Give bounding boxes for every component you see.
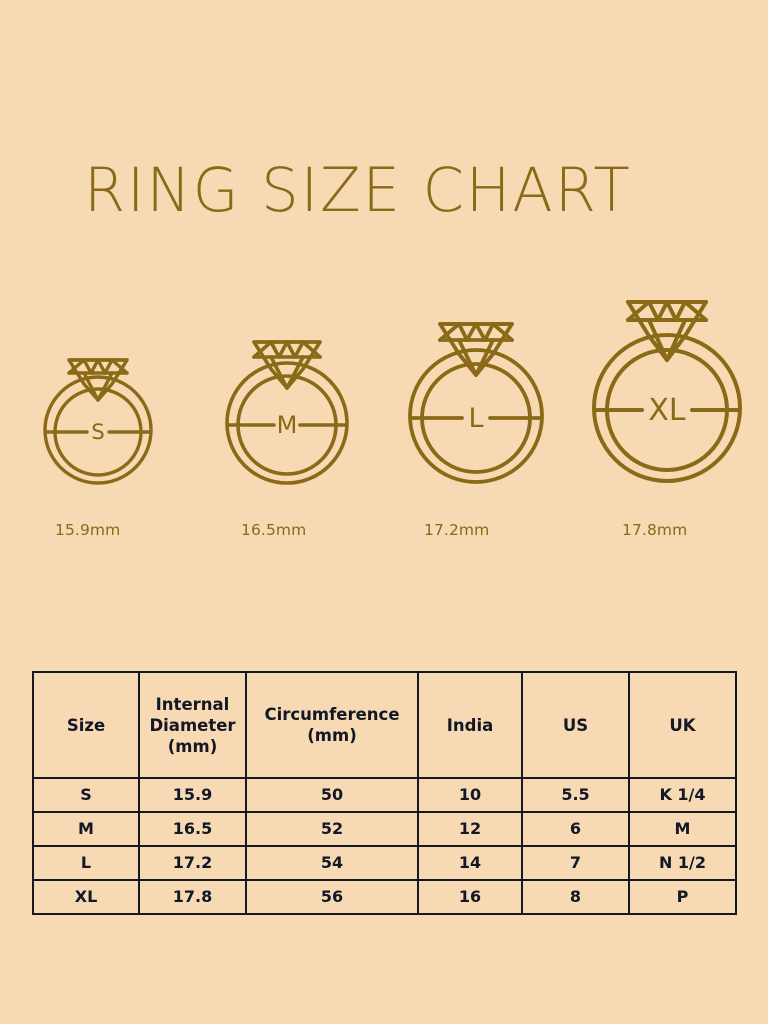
cell-uk: M bbox=[628, 811, 737, 847]
cell-india: 14 bbox=[417, 845, 523, 881]
cell-size: M bbox=[32, 811, 140, 847]
cell-uk: P bbox=[628, 879, 737, 915]
ring-item-xl: XL 17.8mm bbox=[592, 300, 768, 540]
cell-diameter: 15.9 bbox=[138, 777, 247, 813]
page-title: RING SIZE CHART bbox=[84, 155, 632, 226]
cell-us: 5.5 bbox=[521, 777, 630, 813]
table-row: XL 17.8 56 16 8 P bbox=[32, 879, 737, 915]
cell-diameter: 17.8 bbox=[138, 879, 247, 915]
column-header-diameter-line2: Diameter bbox=[149, 715, 236, 735]
column-header-internal-diameter: Internal Diameter (mm) bbox=[138, 671, 247, 779]
ring-item-l: L 17.2mm bbox=[408, 300, 578, 540]
column-header-uk: UK bbox=[628, 671, 737, 779]
ring-size-table: Size Internal Diameter (mm) Circumferenc… bbox=[32, 671, 737, 915]
ring-measurement-label: 15.9mm bbox=[55, 521, 121, 539]
table-row: M 16.5 52 12 6 M bbox=[32, 811, 737, 847]
ring-item-m: M 16.5mm bbox=[225, 300, 385, 540]
cell-size: L bbox=[32, 845, 140, 881]
table-header: Size Internal Diameter (mm) Circumferenc… bbox=[32, 671, 737, 779]
cell-diameter: 16.5 bbox=[138, 811, 247, 847]
ring-size-letter: XL bbox=[648, 393, 686, 428]
column-header-circumference: Circumference (mm) bbox=[245, 671, 419, 779]
column-header-diameter-line3: (mm) bbox=[167, 736, 218, 756]
ring-with-diamond-icon: L bbox=[408, 322, 544, 484]
cell-india: 10 bbox=[417, 777, 523, 813]
column-header-india-line1: India bbox=[446, 715, 494, 735]
ring-item-s: S 15.9mm bbox=[43, 300, 193, 540]
cell-size: XL bbox=[32, 879, 140, 915]
ring-with-diamond-icon: M bbox=[225, 340, 349, 485]
ring-with-diamond-icon: XL bbox=[592, 300, 742, 483]
cell-us: 7 bbox=[521, 845, 630, 881]
column-header-uk-line1: UK bbox=[669, 715, 696, 735]
cell-circumference: 50 bbox=[245, 777, 419, 813]
cell-circumference: 52 bbox=[245, 811, 419, 847]
ring-size-letter: M bbox=[277, 411, 298, 439]
cell-uk: N 1/2 bbox=[628, 845, 737, 881]
table-body: S 15.9 50 10 5.5 K 1/4 M 16.5 52 12 6 M … bbox=[32, 777, 737, 915]
ring-size-letter: S bbox=[91, 420, 104, 444]
column-header-us: US bbox=[521, 671, 630, 779]
column-header-size: Size bbox=[32, 671, 140, 779]
cell-india: 16 bbox=[417, 879, 523, 915]
ring-icon-row: S 15.9mm M 16.5 bbox=[0, 300, 768, 540]
table-row: L 17.2 54 14 7 N 1/2 bbox=[32, 845, 737, 881]
ring-measurement-label: 17.2mm bbox=[424, 521, 490, 539]
ring-measurement-label: 17.8mm bbox=[622, 521, 688, 539]
cell-us: 8 bbox=[521, 879, 630, 915]
ring-with-diamond-icon: S bbox=[43, 358, 153, 485]
cell-us: 6 bbox=[521, 811, 630, 847]
cell-india: 12 bbox=[417, 811, 523, 847]
cell-size: S bbox=[32, 777, 140, 813]
cell-diameter: 17.2 bbox=[138, 845, 247, 881]
column-header-diameter-line1: Internal bbox=[155, 694, 230, 714]
table-row: S 15.9 50 10 5.5 K 1/4 bbox=[32, 777, 737, 813]
column-header-circumference-line2: (mm) bbox=[307, 726, 357, 745]
column-header-us-line1: US bbox=[562, 715, 589, 735]
cell-circumference: 54 bbox=[245, 845, 419, 881]
column-header-circumference-line1: Circumference bbox=[264, 705, 400, 724]
ring-size-letter: L bbox=[468, 403, 483, 434]
cell-circumference: 56 bbox=[245, 879, 419, 915]
table-header-row: Size Internal Diameter (mm) Circumferenc… bbox=[32, 671, 737, 779]
cell-uk: K 1/4 bbox=[628, 777, 737, 813]
column-header-size-line1: Size bbox=[66, 715, 106, 735]
column-header-india: India bbox=[417, 671, 523, 779]
ring-measurement-label: 16.5mm bbox=[241, 521, 307, 539]
